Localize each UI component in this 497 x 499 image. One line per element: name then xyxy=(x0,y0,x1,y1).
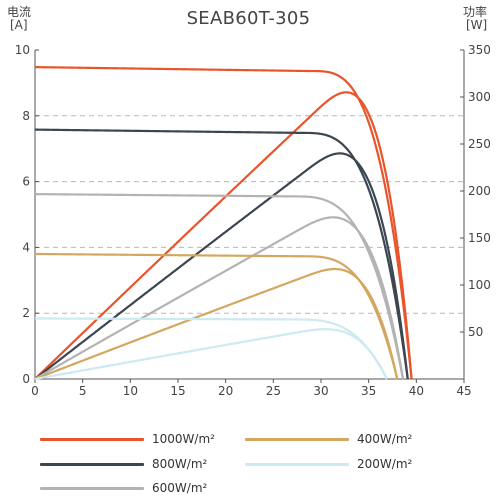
left-axis-label: 电流 xyxy=(7,5,32,19)
legend-label: 1000W/m² xyxy=(152,432,215,446)
right-tick-label: 300 xyxy=(468,90,491,104)
current-curve-series-2 xyxy=(34,193,405,380)
legend-item-800: 800W/m² xyxy=(40,455,207,473)
right-axis-label: 功率 xyxy=(463,5,488,19)
legend-swatch xyxy=(40,437,144,441)
x-tick-label: 0 xyxy=(31,384,39,398)
right-axis-title: 功率 [W] xyxy=(463,6,487,32)
power-curve-series-3 xyxy=(34,267,399,381)
legend-swatch xyxy=(40,486,144,490)
legend-label: 800W/m² xyxy=(152,457,208,471)
right-tick-label: 50 xyxy=(468,325,483,339)
x-tick-label: 35 xyxy=(361,384,376,398)
current-curve-series-3 xyxy=(34,252,399,380)
power-curve-series-1 xyxy=(34,152,409,380)
x-tick-label: 40 xyxy=(409,384,424,398)
right-tick-label: 150 xyxy=(468,231,491,245)
legend-label: 200W/m² xyxy=(357,457,413,471)
right-tick-label: 250 xyxy=(468,137,491,151)
legend-item-1000: 1000W/m² xyxy=(40,430,215,448)
legend-swatch xyxy=(40,462,144,466)
left-tick-label: 6 xyxy=(22,175,30,189)
x-tick-label: 10 xyxy=(123,384,138,398)
x-tick-label: 5 xyxy=(79,384,87,398)
chart-title: SEAB60T-305 xyxy=(186,8,311,29)
right-tick-label: 200 xyxy=(468,184,491,198)
current-curve-series-0 xyxy=(34,66,413,380)
iv-chart: 0 2 4 6 8 10 50 100 150 200 250 300 350 0 5 10 15 20 25 30 3… xyxy=(15,43,491,398)
legend-item-200: 200W/m² xyxy=(245,455,412,473)
legend-label: 600W/m² xyxy=(152,481,208,495)
current-curve-series-4 xyxy=(34,317,388,380)
left-tick-label: 10 xyxy=(15,43,30,57)
legend-item-600: 600W/m² xyxy=(40,479,207,497)
x-tick-label: 30 xyxy=(313,384,328,398)
x-tick-label: 15 xyxy=(170,384,185,398)
right-axis-unit: [W] xyxy=(466,18,488,32)
x-tick-label: 25 xyxy=(266,384,281,398)
right-tick-label: 350 xyxy=(468,43,491,57)
x-tick-label: 45 xyxy=(456,384,471,398)
power-curve-series-4 xyxy=(34,328,388,381)
legend-label: 400W/m² xyxy=(357,432,413,446)
right-tick-label: 100 xyxy=(468,278,491,292)
legend-swatch xyxy=(245,462,349,466)
left-tick-label: 2 xyxy=(22,306,30,320)
left-axis-title: 电流 [A] xyxy=(7,6,31,32)
left-tick-label: 8 xyxy=(22,109,30,123)
power-curve-series-2 xyxy=(34,216,405,380)
left-tick-label: 4 xyxy=(22,240,30,254)
left-tick-label: 0 xyxy=(22,372,30,386)
legend-item-400: 400W/m² xyxy=(245,430,412,448)
x-tick-label: 20 xyxy=(218,384,233,398)
current-curve-series-1 xyxy=(34,128,409,380)
legend-swatch xyxy=(245,437,349,441)
left-axis-unit: [A] xyxy=(10,18,28,32)
